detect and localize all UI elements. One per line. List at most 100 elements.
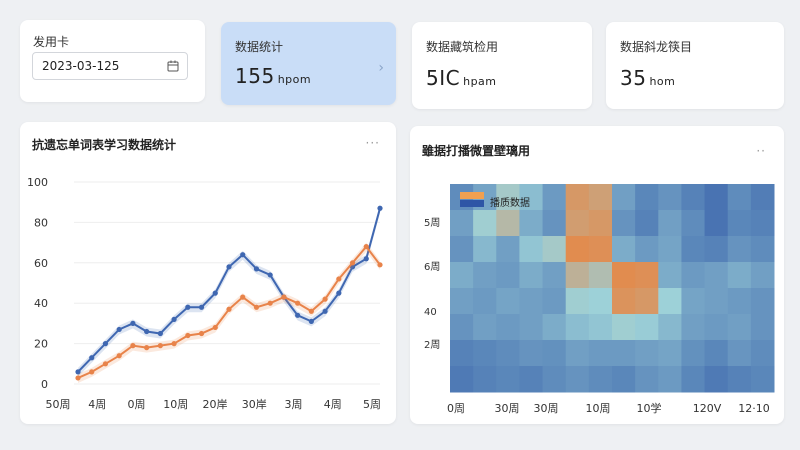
series-band xyxy=(78,204,380,377)
heatmap-cell xyxy=(635,340,659,367)
heatmap-chart: 播质数据 5周 6周 40 2周 0周 30周 30周 10周 10学 120V 12·10 xyxy=(424,184,775,415)
heatmap-cell xyxy=(635,236,659,263)
heatmap-cell xyxy=(542,210,567,237)
heatmap-cell xyxy=(727,184,752,211)
heatmap-cell xyxy=(473,210,497,237)
heatmap-cell xyxy=(542,288,567,315)
calendar-icon[interactable] xyxy=(167,60,179,72)
x-tick-label: 10学 xyxy=(637,401,662,415)
heatmap-cell xyxy=(542,314,567,341)
x-tick-label: 20岸 xyxy=(203,398,228,411)
data-point xyxy=(185,304,191,310)
heatmap-cell xyxy=(727,340,752,367)
heatmap-cell xyxy=(588,184,613,211)
heatmap-cell xyxy=(519,184,544,211)
heatmap-cell xyxy=(565,262,590,289)
heatmap-cell xyxy=(658,366,682,393)
heatmap-cell xyxy=(681,184,706,211)
data-point xyxy=(295,312,301,318)
heatmap-cell xyxy=(519,236,544,263)
data-point xyxy=(75,369,81,375)
heatmap-cell xyxy=(704,366,729,393)
heatmap-cell xyxy=(450,340,474,367)
heatmap-cell xyxy=(612,366,636,393)
data-point xyxy=(363,244,369,250)
data-point xyxy=(281,294,287,300)
data-point xyxy=(130,320,136,326)
heatmap-cell xyxy=(727,366,752,393)
heatmap-cell xyxy=(681,210,706,237)
x-tick-label: 120V xyxy=(693,402,722,415)
heatmap-cell xyxy=(704,262,729,289)
data-point xyxy=(157,330,163,337)
date-card-label: 发用卡 xyxy=(33,35,70,49)
heatmap-cell xyxy=(542,236,567,263)
heatmap-cell xyxy=(519,340,544,367)
heatmap-cell xyxy=(612,236,636,263)
x-tick-label: 30岸 xyxy=(242,398,267,411)
stat-card-title: 数据藏筑检用 xyxy=(426,40,499,54)
data-point xyxy=(253,304,260,310)
stat-card-data-stats[interactable]: 数据统计 155 hpom › xyxy=(221,22,396,105)
heatmap-cell xyxy=(496,314,520,341)
heatmap-cell xyxy=(542,184,567,211)
heatmap-cell xyxy=(565,366,590,393)
x-tick-label: 30周 xyxy=(534,402,559,415)
data-point xyxy=(171,316,177,322)
x-tick-label: 4周 xyxy=(88,398,106,411)
date-input[interactable]: 2023-03-125 xyxy=(32,52,188,80)
heatmap-cell xyxy=(473,340,497,367)
heatmap-cell xyxy=(727,236,752,263)
heatmap-cell xyxy=(565,184,590,211)
y-tick-label: 20 xyxy=(34,338,48,351)
heatmap-cell xyxy=(750,262,775,289)
heatmap-cell xyxy=(565,340,590,367)
heatmap-cell xyxy=(473,262,497,289)
data-point xyxy=(295,300,301,306)
heatmap-cell xyxy=(542,366,567,393)
heatmap-cell xyxy=(704,340,729,367)
heatmap-cell xyxy=(496,210,520,237)
data-point xyxy=(130,343,136,349)
heatmap-cell xyxy=(635,184,659,211)
data-point xyxy=(240,294,246,300)
data-point xyxy=(267,272,273,278)
heatmap-cell xyxy=(588,210,613,237)
data-point xyxy=(157,343,163,349)
data-point xyxy=(336,276,342,282)
heatmap-cell xyxy=(681,340,706,367)
heatmap-cell xyxy=(681,262,706,289)
stat-card-items: 数据斜龙筷目 35 hom xyxy=(606,22,784,109)
heatmap-cell xyxy=(565,236,590,263)
heatmap-cell xyxy=(450,236,474,263)
data-point xyxy=(144,328,150,335)
heatmap-cell xyxy=(450,210,474,237)
heatmap-cell xyxy=(519,262,544,289)
heatmap-cell xyxy=(658,184,682,211)
date-value: 2023-03-125 xyxy=(42,59,120,73)
legend-swatch-blue xyxy=(460,200,484,207)
data-point xyxy=(377,262,383,268)
y-tick-label: 40 xyxy=(424,307,437,318)
heatmap-cell xyxy=(681,288,706,315)
data-point xyxy=(267,300,273,306)
more-icon[interactable]: ··· xyxy=(365,136,380,150)
heatmap-cell xyxy=(450,288,474,315)
panel-title: 雖据打播微置壁璃用 xyxy=(422,144,531,158)
stat-card-title: 数据斜龙筷目 xyxy=(620,40,693,54)
heatmap-cell xyxy=(473,314,497,341)
x-tick-label: 10周 xyxy=(163,398,188,411)
heatmap-cell xyxy=(496,262,520,289)
heatmap-cell xyxy=(565,314,590,341)
data-point xyxy=(349,260,356,266)
more-icon[interactable]: ·· xyxy=(756,144,766,158)
y-tick-label: 2周 xyxy=(424,339,440,351)
chevron-right-icon[interactable]: › xyxy=(378,60,384,76)
data-point xyxy=(102,361,109,367)
heatmap-cell xyxy=(635,210,659,237)
heatmap-cell xyxy=(658,340,682,367)
heatmap-cell xyxy=(496,340,520,367)
heatmap-cell xyxy=(588,366,613,393)
heatmap-cell xyxy=(588,262,613,289)
heatmap-cell xyxy=(450,314,474,341)
